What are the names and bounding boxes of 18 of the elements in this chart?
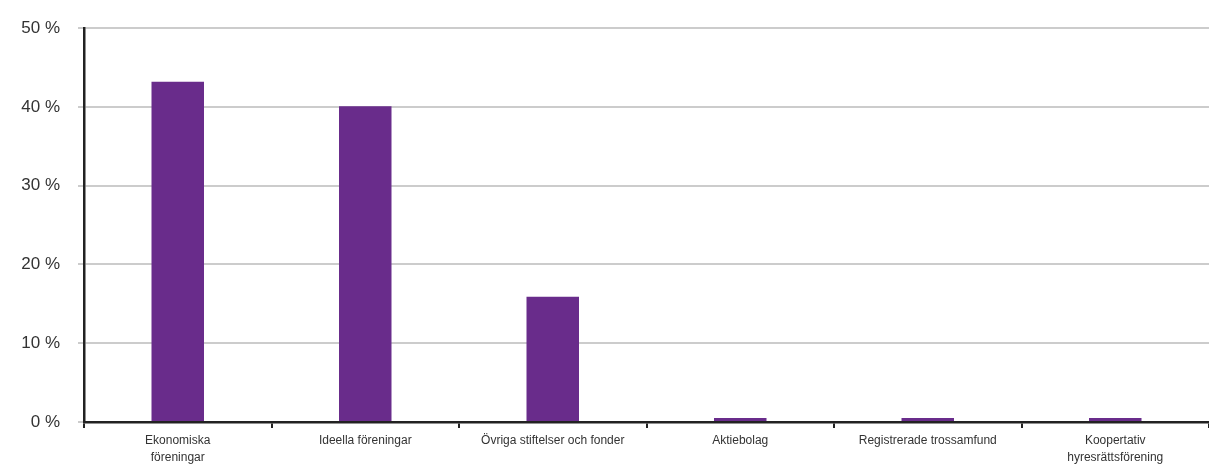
- x-tick-label: Aktiebolag: [712, 433, 769, 448]
- bar: [1089, 418, 1142, 421]
- x-tick-label: Koopertativ hyresrättsförening: [1067, 433, 1164, 464]
- x-tick-label: Ekonomiska föreningar: [145, 433, 211, 464]
- x-tick-label: Övriga stiftelser och fonder: [481, 433, 625, 448]
- y-tick-label: 50 %: [21, 17, 60, 37]
- bar: [714, 418, 767, 421]
- y-tick-label: 20 %: [21, 254, 60, 274]
- y-tick-label: 30 %: [21, 175, 60, 195]
- bar: [151, 81, 204, 421]
- bar: [526, 296, 579, 421]
- y-tick-label: 40 %: [21, 96, 60, 116]
- bar: [339, 106, 392, 421]
- x-tick-label: Registrerade trossamfund: [858, 433, 997, 448]
- bar: [901, 418, 954, 421]
- y-tick-label: 10 %: [21, 332, 60, 352]
- y-tick-label: 0 %: [30, 411, 60, 431]
- x-tick-label: Ideella föreningar: [318, 433, 412, 448]
